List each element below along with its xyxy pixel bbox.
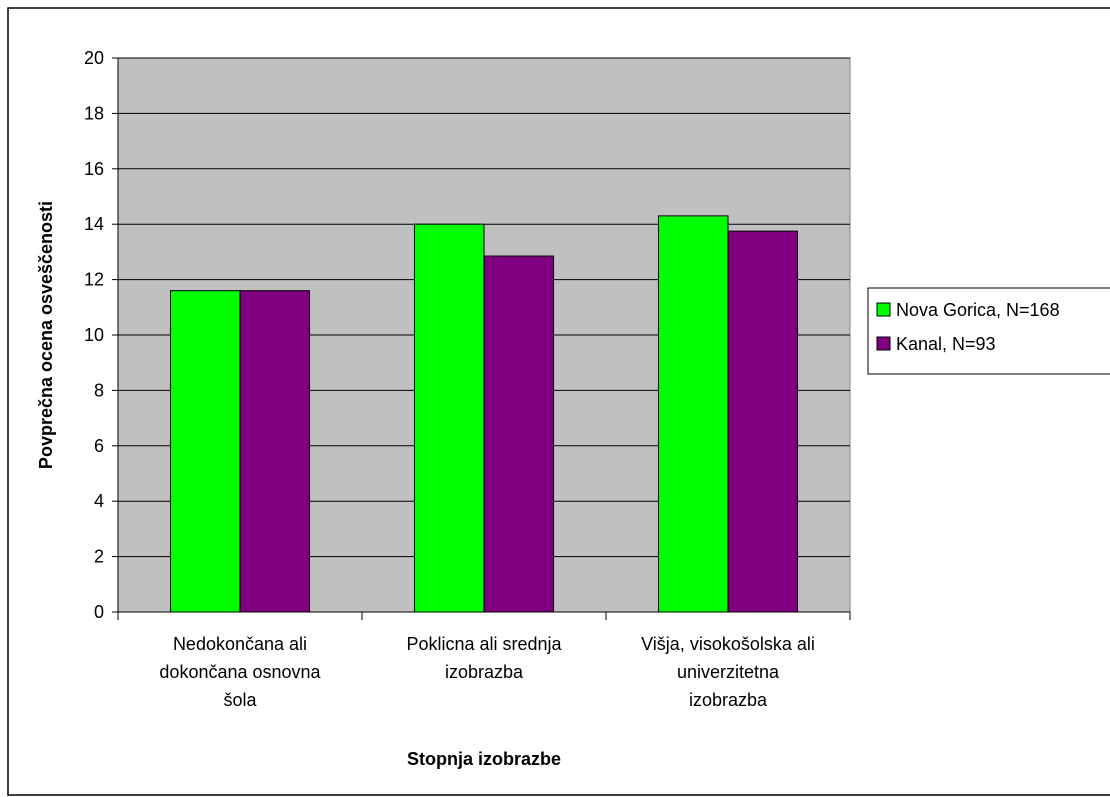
legend-label: Nova Gorica, N=168 (896, 300, 1060, 320)
x-category-labels: Nedokončana ali dokončana osnovna šola Pokl… (159, 634, 814, 710)
y-axis-title: Povprečna ocena osveščenosti (36, 201, 56, 469)
legend-swatch (876, 302, 891, 317)
legend-swatch (876, 336, 891, 351)
y-tick-label: 2 (94, 547, 104, 567)
x-category-label: Poklicna ali srednja izobrazba (406, 634, 562, 682)
y-tick-label: 6 (94, 436, 104, 456)
bar (657, 215, 729, 613)
x-category-label: Nedokončana ali dokončana osnovna šola (159, 634, 321, 710)
bar (483, 255, 555, 613)
y-tick-label: 18 (84, 103, 104, 123)
legend: Nova Gorica, N=168 Kanal, N=93 (867, 287, 1110, 375)
bar (413, 223, 485, 613)
y-tick-labels: 0 2 4 6 8 10 12 14 16 18 20 (84, 48, 104, 622)
x-axis-title: Stopnja izobrazbe (407, 749, 561, 769)
bars (169, 215, 799, 613)
y-tick-label: 20 (84, 48, 104, 68)
y-tick-label: 16 (84, 159, 104, 179)
legend-box (867, 287, 1110, 375)
bar (239, 290, 311, 613)
bar (169, 290, 241, 613)
y-tick-label: 14 (84, 214, 104, 234)
bar (727, 230, 799, 613)
y-tick-label: 0 (94, 602, 104, 622)
axes (112, 57, 851, 620)
x-category-label: Višja, visokošolska ali univerzitetna izob… (641, 634, 815, 710)
y-tick-label: 10 (84, 325, 104, 345)
y-tick-label: 12 (84, 270, 104, 290)
legend-label: Kanal, N=93 (896, 334, 996, 354)
y-tick-label: 8 (94, 380, 104, 400)
y-tick-label: 4 (94, 491, 104, 511)
